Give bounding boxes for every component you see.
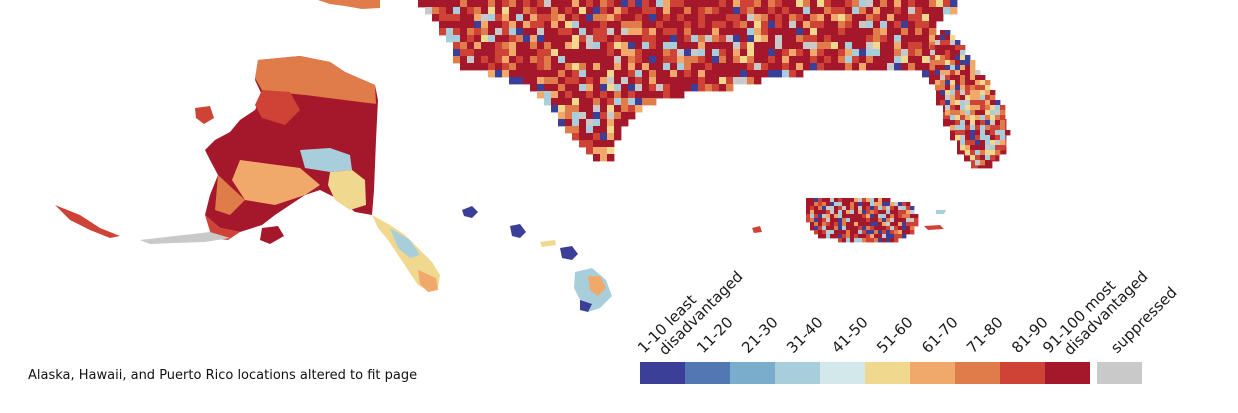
legend-swatch-7 [910, 362, 955, 384]
legend-swatch-1 [640, 362, 685, 384]
legend-swatch-6 [865, 362, 910, 384]
legend-label-8: 71-80 [963, 313, 1007, 357]
alaska-panhandle-blue [390, 228, 420, 258]
alaska-northwest [255, 90, 300, 125]
legend-swatch-2 [685, 362, 730, 384]
legend-swatch-4 [775, 362, 820, 384]
alaska-kodiak [260, 226, 284, 244]
alaska-aleutian-west [55, 205, 120, 238]
puerto-rico [806, 198, 919, 243]
alaska-southwest-orange [232, 160, 320, 205]
hawaii-maui [560, 246, 578, 260]
map-regions [55, 0, 1011, 312]
alaska-interior-east [305, 95, 376, 140]
puerto-rico-culebra [936, 210, 946, 214]
alaska-south-central [328, 170, 366, 210]
legend-label-3: 21-30 [738, 313, 782, 357]
hawaii-oahu [510, 224, 526, 238]
hawaii-niihau [462, 206, 478, 218]
legend-swatch-9 [1000, 362, 1045, 384]
legend-label-6: 51-60 [873, 313, 917, 357]
legend-swatch-3 [730, 362, 775, 384]
hawaii-big-island-east [588, 276, 606, 296]
hawaii-molokai [540, 240, 556, 247]
alaska-aleutian-chain [140, 232, 230, 244]
legend-label-4: 31-40 [783, 313, 827, 357]
puerto-rico-mona [752, 226, 762, 233]
legend-swatch-5 [820, 362, 865, 384]
map-note: Alaska, Hawaii, and Puerto Rico location… [28, 368, 418, 383]
legend-swatch-8 [955, 362, 1000, 384]
florida-peninsula [930, 30, 1011, 166]
legend-label-5: 41-50 [828, 313, 872, 357]
legend-swatch-suppressed [1097, 362, 1142, 384]
mainland-gulf-region [418, 0, 1007, 169]
legend-label-7: 61-70 [918, 313, 962, 357]
alaska-islands-west [195, 106, 214, 124]
fragment-top-left [318, 0, 380, 9]
alaska-southwest-tan [215, 175, 245, 215]
legend-swatch-10 [1045, 362, 1090, 384]
alaska-central-light [300, 148, 352, 172]
puerto-rico-vieques [924, 225, 944, 230]
hawaii-big-island-south [580, 300, 592, 312]
alaska-panhandle-south [418, 270, 438, 292]
